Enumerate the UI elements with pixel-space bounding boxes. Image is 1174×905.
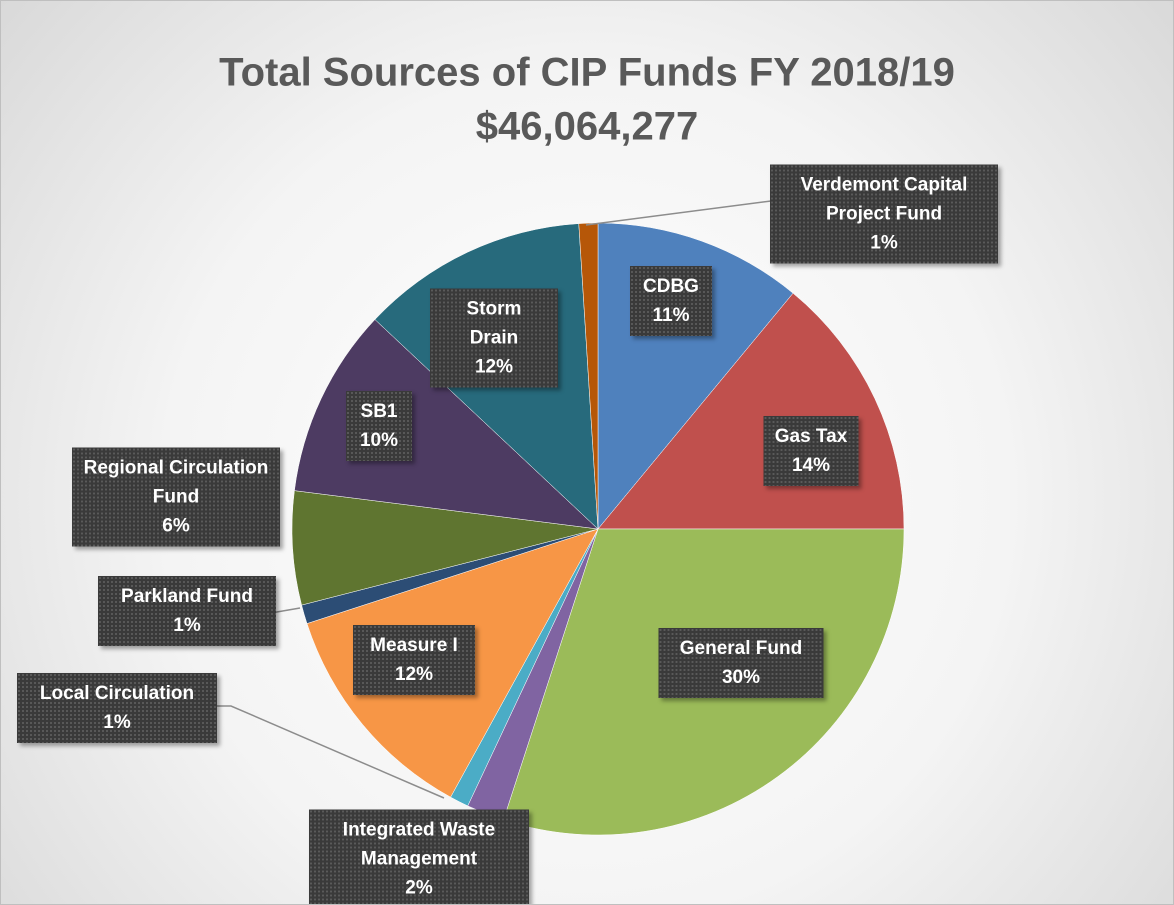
label-name: Regional Circulation Fund [83, 457, 269, 508]
label-value: 2% [405, 877, 433, 899]
chart-subtitle: $46,064,277 [476, 105, 698, 149]
data-label: Storm Drain 12% [430, 288, 558, 388]
label-value: 1% [103, 712, 131, 733]
chart-title: Total Sources of CIP Funds FY 2018/19 [219, 51, 955, 95]
label-name: Gas Tax [774, 426, 848, 447]
data-label: General Fund 30% [658, 628, 824, 698]
data-label: CDBG 11% [630, 266, 712, 336]
data-label: Parkland Fund 1% [98, 576, 276, 646]
leader-line [217, 705, 445, 799]
label-value: 12% [394, 664, 434, 685]
label-value: 10% [359, 430, 399, 451]
data-label: Verdemont Capital Project Fund 1% [770, 164, 998, 264]
label-name: Measure I [370, 635, 458, 656]
label-name: Parkland Fund [121, 586, 253, 607]
data-label: Integrated Waste Management 2% [309, 809, 529, 904]
data-label: Gas Tax 14% [763, 416, 859, 486]
label-value: 12% [474, 356, 514, 378]
label-value: 1% [870, 232, 898, 254]
label-value: 1% [173, 615, 201, 636]
label-name: SB1 [360, 401, 398, 422]
label-value: 11% [652, 305, 690, 326]
data-label: Regional Circulation Fund 6% [72, 447, 280, 547]
data-label: Measure I 12% [353, 625, 475, 695]
label-name: Local Circulation [39, 683, 195, 704]
leader-line [585, 200, 772, 226]
label-name: Storm Drain [466, 298, 522, 349]
label-name: Verdemont Capital Project Fund [800, 174, 968, 225]
label-name: General Fund [679, 638, 803, 659]
data-label: SB1 10% [346, 391, 412, 461]
data-label: Local Circulation 1% [17, 673, 217, 743]
label-name: CDBG [643, 276, 699, 297]
label-value: 30% [721, 667, 761, 688]
label-value: 6% [162, 515, 190, 537]
label-name: Integrated Waste Management [342, 819, 496, 870]
pie-slice [294, 319, 599, 530]
label-value: 14% [791, 455, 831, 476]
